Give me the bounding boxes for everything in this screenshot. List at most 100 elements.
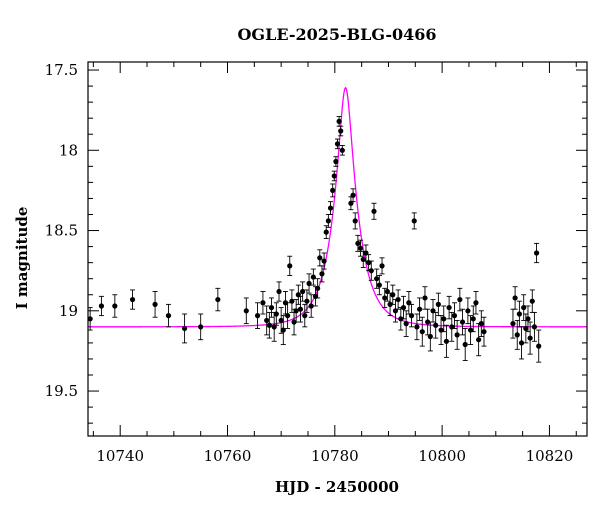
data-marker [476,337,482,343]
data-marker [451,313,458,319]
data-point [476,323,482,357]
data-point [338,125,344,137]
data-point [533,242,540,264]
data-marker [419,329,425,335]
data-marker [315,285,321,291]
data-point [512,286,518,310]
data-marker [398,316,404,322]
data-marker [408,313,415,319]
data-marker [321,258,327,264]
data-point [310,268,316,286]
data-point [408,303,415,328]
y-tick-label: 18.5 [45,222,78,240]
data-point [379,257,385,275]
data-point [525,305,531,333]
data-point [470,305,476,333]
data-point [285,302,291,329]
data-point [446,295,452,320]
data-marker [355,240,361,246]
data-marker [285,313,291,319]
data-point [368,260,374,281]
data-marker [331,173,337,179]
data-points-layer [87,116,542,363]
data-point [427,321,433,352]
x-tick-label: 10760 [204,447,252,465]
data-point [425,308,431,336]
data-marker [510,321,516,327]
data-point [395,289,401,310]
data-marker [518,340,525,346]
data-point [215,287,221,312]
data-marker [400,304,407,311]
data-marker [523,325,529,332]
data-marker [374,276,380,282]
data-marker [529,298,535,304]
data-point [398,307,404,331]
data-marker [525,316,531,322]
data-marker [336,118,342,124]
data-point [289,289,295,313]
y-tick-label: 19 [59,302,78,320]
model-curve [88,86,587,328]
data-point [521,294,527,321]
data-point [319,265,325,283]
data-marker [459,319,466,325]
data-marker [416,306,423,312]
data-marker [531,324,538,330]
data-marker [181,325,188,332]
data-point [325,214,331,228]
x-tick-label: 10820 [526,447,574,465]
data-point [390,284,396,305]
data-marker [243,308,249,314]
data-marker [390,292,396,298]
data-point [260,291,266,315]
data-point [371,202,377,220]
data-marker [427,333,433,340]
data-point [308,294,314,318]
data-point [355,234,361,252]
data-point [457,287,463,312]
data-point [112,294,118,318]
data-point [459,308,466,336]
data-point [433,311,439,339]
data-marker [441,316,447,322]
data-marker [333,158,339,165]
data-marker [457,296,463,303]
data-marker [435,301,441,307]
data-point [129,289,136,310]
chart-title: OGLE-2025-BLG-0466 [237,25,436,44]
data-point [98,295,105,317]
data-marker [98,303,105,309]
data-marker [268,304,275,311]
data-marker [304,298,310,304]
data-marker [300,288,306,295]
data-marker [446,304,452,311]
data-marker [536,343,542,349]
data-marker [376,282,382,288]
data-marker [306,280,312,287]
data-marker [280,327,286,333]
data-point [302,303,308,328]
data-point [419,316,425,347]
data-point [243,297,249,325]
x-tick-label: 10780 [311,447,359,465]
data-point [280,315,286,345]
data-marker [266,322,272,328]
axis-ticks [88,62,587,436]
data-marker [152,301,158,307]
data-point [350,188,356,203]
data-marker [395,296,401,303]
data-marker [129,296,136,303]
data-marker [264,317,270,324]
data-marker [330,187,336,194]
data-marker [350,192,356,198]
data-point [276,281,282,302]
data-marker [403,321,409,327]
x-tick-label: 10740 [96,447,144,465]
data-point [334,138,341,150]
data-marker [425,319,431,325]
data-marker [319,271,325,277]
y-tick-label: 19.5 [45,382,78,400]
data-point [382,287,388,309]
